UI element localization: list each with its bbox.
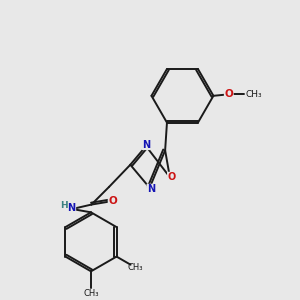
Text: O: O	[224, 89, 233, 99]
Text: CH₃: CH₃	[83, 289, 99, 298]
Text: CH₃: CH₃	[246, 90, 262, 99]
Text: CH₃: CH₃	[128, 263, 143, 272]
Text: N: N	[142, 140, 150, 150]
Text: O: O	[167, 172, 176, 182]
Text: N: N	[68, 203, 76, 213]
Text: H: H	[60, 201, 68, 210]
Text: N: N	[147, 184, 155, 194]
Text: O: O	[108, 196, 117, 206]
